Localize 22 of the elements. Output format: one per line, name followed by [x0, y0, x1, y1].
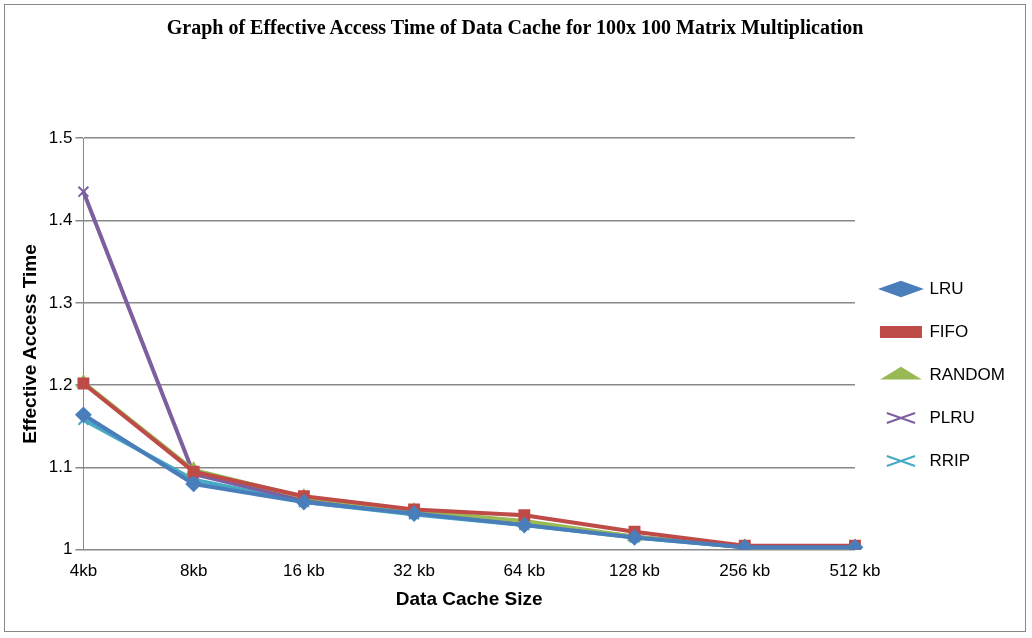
- x-axis-title: Data Cache Size: [395, 587, 543, 609]
- legend-label: LRU: [929, 278, 964, 298]
- y-tick-label: 1.5: [48, 127, 73, 147]
- x-tick-label: 128 kb: [608, 560, 661, 580]
- y-axis-title: Effective Access Time: [18, 244, 40, 444]
- y-tick-label: 1.4: [48, 210, 73, 230]
- x-tick-label: 256 kb: [719, 560, 771, 580]
- x-tick-label: 8kb: [179, 560, 208, 580]
- legend-label: PLRU: [929, 407, 975, 427]
- x-tick-label: 32 kb: [393, 560, 435, 580]
- y-tick-label: 1: [62, 539, 73, 559]
- x-tick-label: 4kb: [69, 560, 98, 580]
- x-tick-label: 16 kb: [283, 560, 325, 580]
- x-tick-label: 512 kb: [829, 560, 881, 580]
- y-tick-label: 1.3: [48, 292, 73, 312]
- x-tick-label: 64 kb: [503, 560, 546, 580]
- y-tick-label: 1.2: [48, 374, 73, 394]
- chart-title: Graph of Effective Access Time of Data Cache for 100x 100 Matrix Multiplication: [165, 15, 865, 39]
- legend-label: RRIP: [929, 450, 971, 470]
- legend-label: FIFO: [929, 321, 969, 341]
- y-tick-label: 1.1: [48, 457, 73, 477]
- legend-label: RANDOM: [929, 364, 1006, 384]
